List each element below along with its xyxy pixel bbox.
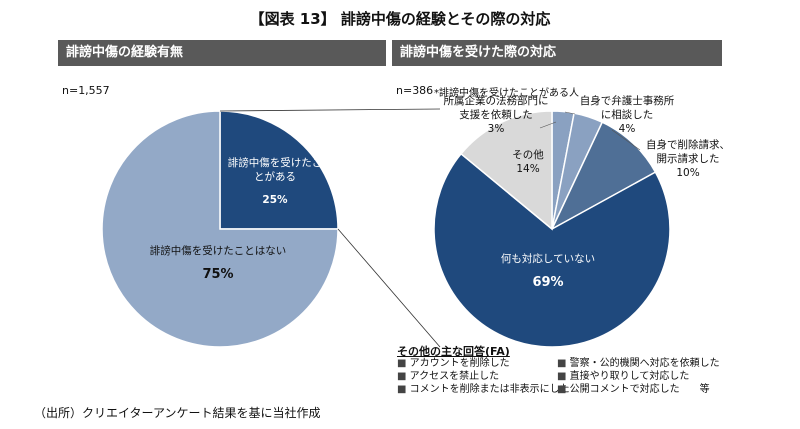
left-slice-category-experienced: 誹謗中傷を受けたことがある — [227, 157, 323, 183]
other-responses-col-2: 警察・公的機関へ対応を依頼した 直接やり取りして対応した 公開コメントで対応した… — [557, 357, 720, 396]
other-response-item: アクセスを禁止した — [397, 370, 570, 383]
left-panel-header: 誹謗中傷の経験有無 — [58, 40, 386, 66]
left-sample-size: n=1,557 — [62, 84, 110, 97]
other-response-item: 警察・公的機関へ対応を依頼した — [557, 357, 720, 370]
left-slice-value-experienced: 25% — [262, 194, 288, 206]
connector-lines — [219, 108, 641, 348]
left-pie-slice-0 — [219, 110, 339, 230]
leader-line-2 — [611, 129, 641, 151]
left-slice-label-experienced: 誹謗中傷を受けたことがある — [225, 156, 325, 184]
right-value-removal-request: 10% — [676, 167, 700, 179]
right-category-removal-request: 自身で削除請求、 開示請求した — [646, 139, 730, 165]
leader-line-0 — [539, 121, 557, 129]
other-response-item: コメントを削除または非表示にした — [397, 383, 570, 396]
other-responses-heading: その他の主な回答(FA) — [397, 345, 510, 358]
other-response-item: 公開コメントで対応した 等 — [557, 383, 720, 396]
right-panel-header: 誹謗中傷を受けた際の対応 — [392, 40, 722, 66]
right-category-legal-dept: 所属企業の法務部門に 支援を依頼した — [443, 95, 549, 121]
right-value-legal-dept: 3% — [487, 123, 505, 135]
connector-line-0 — [219, 108, 441, 112]
chart-title: 【図表 13】 誹謗中傷の経験とその際の対応 — [249, 10, 551, 28]
other-response-item: アカウントを削除した — [397, 357, 570, 370]
right-sample-size: n=386 — [396, 84, 434, 97]
pie-right — [433, 110, 671, 348]
right-category-other: その他 — [512, 149, 544, 161]
pie-left — [101, 110, 339, 348]
right-label-other: その他 14% — [498, 148, 558, 176]
right-value-other: 14% — [516, 163, 540, 175]
right-label-lawyer: 自身で弁護士事務所 に相談した 4% — [572, 94, 682, 136]
right-value-nothing: 69% — [532, 275, 564, 290]
left-slice-category-not: 誹謗中傷を受けたことはない — [149, 245, 287, 257]
leader-line-1 — [564, 111, 576, 115]
right-label-legal-dept: 所属企業の法務部門に 支援を依頼した 3% — [436, 94, 556, 136]
other-responses-col-1: アカウントを削除した アクセスを禁止した コメントを削除または非表示にした — [397, 357, 570, 396]
other-response-item: 直接やり取りして対応した — [557, 370, 720, 383]
connector-line-1 — [337, 228, 441, 348]
left-slice-value-not: 75% — [202, 267, 234, 282]
right-value-lawyer: 4% — [618, 123, 636, 135]
right-pie-slice-2 — [550, 121, 657, 231]
right-subtitle: *誹謗中傷を受けたことがある人 — [434, 88, 579, 99]
left-pie-slice-1 — [101, 110, 339, 348]
right-pie-slice-3 — [433, 152, 671, 348]
right-pie-slice-4 — [460, 110, 553, 231]
source-note: （出所）クリエイターアンケート結果を基に当社作成 — [34, 406, 321, 420]
right-category-nothing: 何も対応していない — [500, 253, 596, 265]
right-label-removal-request: 自身で削除請求、 開示請求した 10% — [628, 138, 748, 180]
right-label-nothing: 何も対応していない — [478, 252, 618, 266]
right-category-lawyer: 自身で弁護士事務所 に相談した — [579, 95, 675, 121]
